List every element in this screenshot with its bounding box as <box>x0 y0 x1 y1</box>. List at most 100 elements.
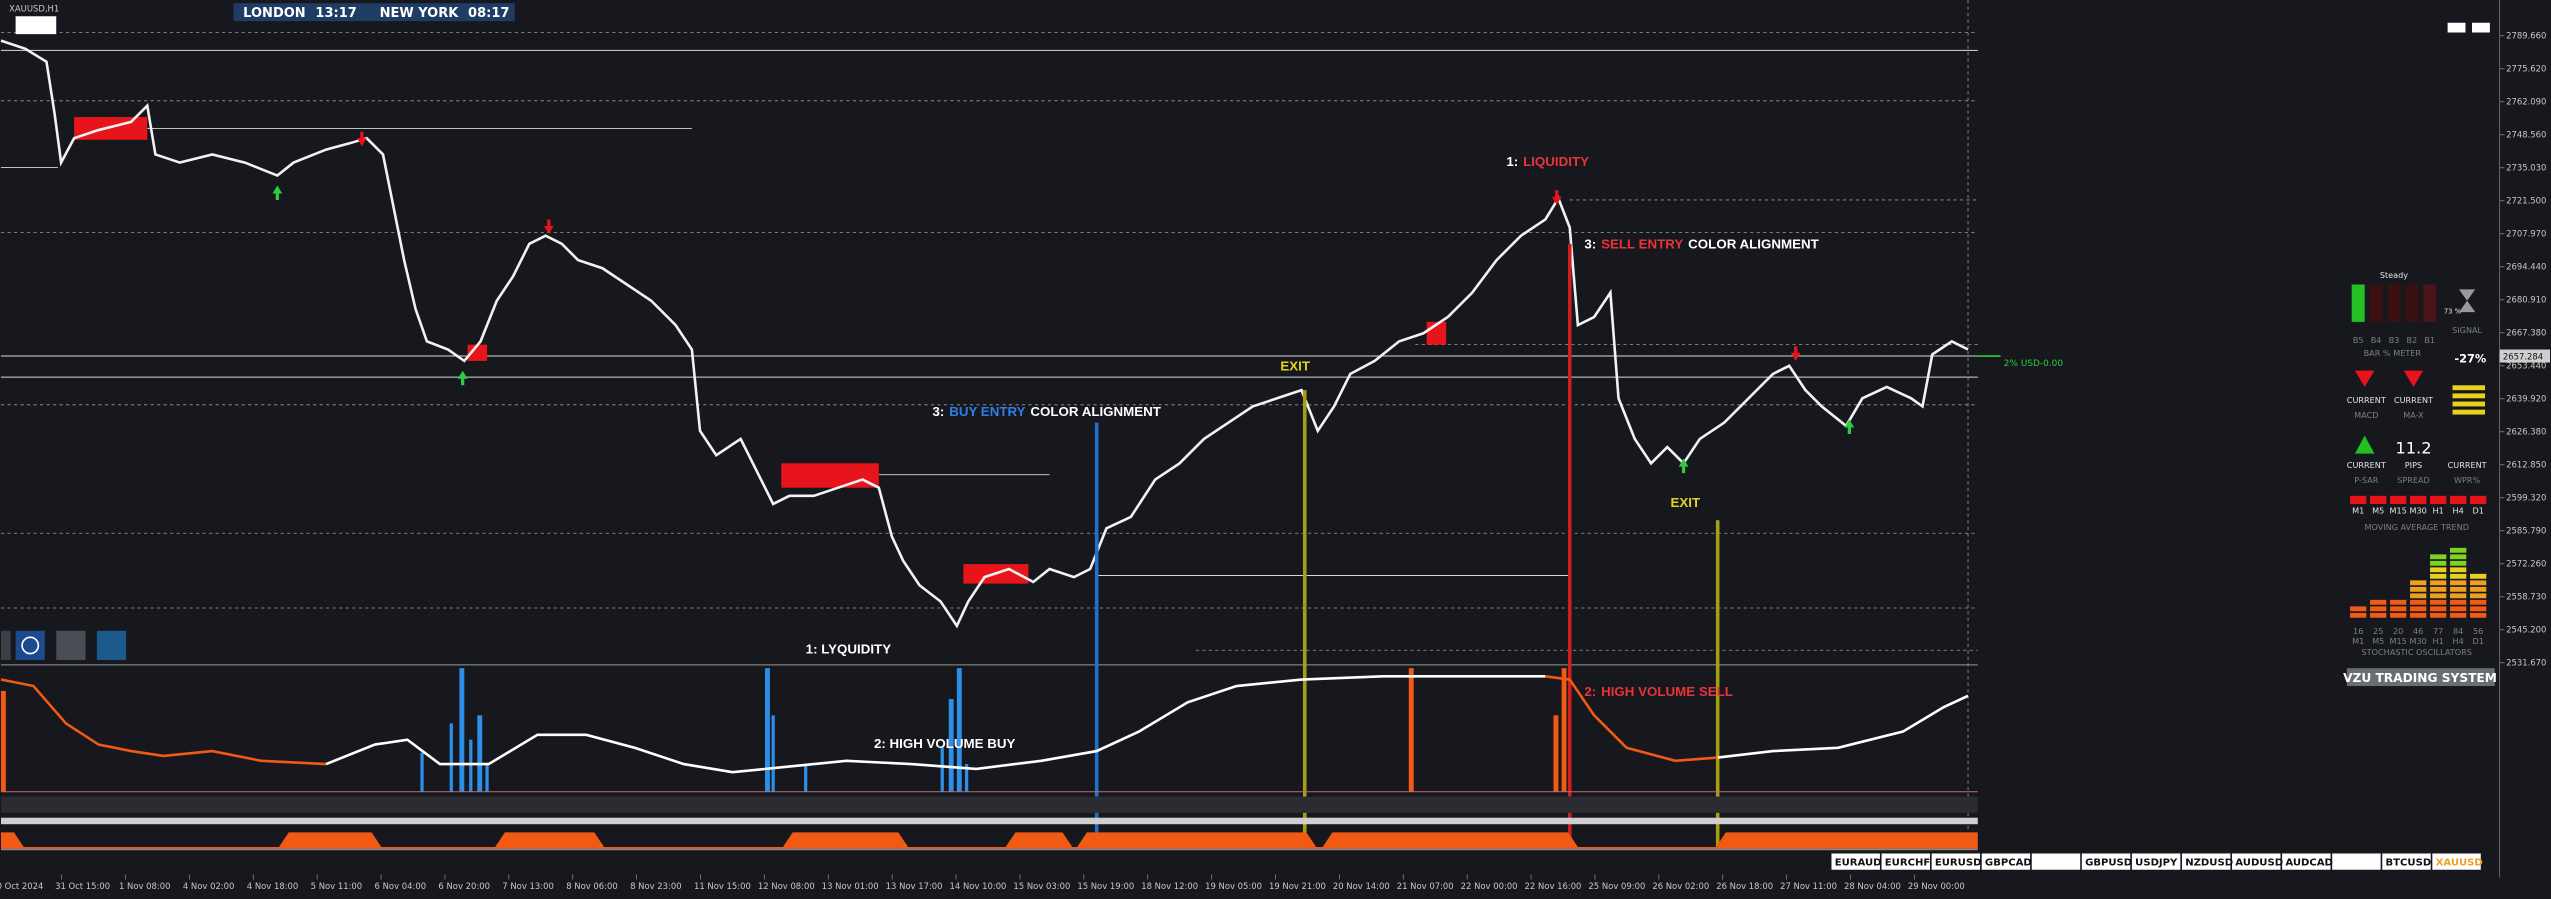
oscillator-buy <box>325 674 1546 774</box>
label: SPREAD <box>2397 475 2430 485</box>
timeframe: M30 <box>2410 636 2427 646</box>
volume-bars <box>0 668 1567 792</box>
label: PIPS <box>2405 460 2422 470</box>
stochastic-segment <box>2370 612 2387 618</box>
stochastic-segment <box>2470 586 2487 592</box>
symbol-tab[interactable] <box>1831 853 1880 870</box>
symbol-label[interactable]: NZDUSD <box>2185 858 2233 869</box>
button[interactable] <box>2447 22 2466 33</box>
ma-trend-cell <box>2470 495 2487 504</box>
bar-label: B4 <box>2371 335 2382 345</box>
timeframe: H1 <box>2433 636 2444 646</box>
symbol-tab[interactable] <box>2081 853 2131 870</box>
price-label: 2775.620 <box>2506 64 2546 74</box>
label: STOCHASTIC OSCILLATORS <box>2362 647 2472 657</box>
price-line <box>0 39 1969 629</box>
price-label: 2721.500 <box>2506 196 2546 206</box>
price-label: 2789.660 <box>2506 31 2546 41</box>
price-label: 2531.670 <box>2506 658 2546 668</box>
stochastic-segment <box>2410 586 2427 592</box>
stochastic-value: 25 <box>2373 626 2383 636</box>
session: LONDON 13:17 NEW YORK 08:17 <box>243 6 509 21</box>
price-label: 2694.440 <box>2506 262 2546 272</box>
bar-label: B3 <box>2389 335 2400 345</box>
stochastic-value: 20 <box>2393 626 2403 636</box>
input-box[interactable] <box>15 16 57 35</box>
stochastic-segment <box>2450 606 2467 612</box>
stochastic-segment <box>2470 593 2487 599</box>
system-box <box>2346 668 2495 687</box>
time-label: 31 Oct 15:00 <box>55 881 110 891</box>
symbol-label[interactable]: GBPUSD <box>2085 858 2132 869</box>
stochastic-segment <box>2430 593 2447 599</box>
stochastic-segment <box>2450 567 2467 573</box>
symbol-title: XAUUSD,H1 <box>9 3 59 13</box>
ma-trend-cell <box>2430 495 2447 504</box>
price-label: 2680.910 <box>2506 295 2546 305</box>
symbol-tab[interactable] <box>2031 853 2081 870</box>
symbol-label[interactable]: AUDUSD <box>2235 858 2283 869</box>
timeframe: M30 <box>2410 506 2427 516</box>
price-label: 2735.030 <box>2506 163 2546 173</box>
stochastic-segment <box>2450 612 2467 618</box>
ma-trend-cell <box>2370 495 2387 504</box>
stochastic-segment <box>2430 567 2447 573</box>
time-label: 15 Nov 03:00 <box>1013 881 1070 891</box>
timeframe: M1 <box>2352 636 2364 646</box>
symbol-label[interactable]: BTCUSD <box>2386 858 2432 869</box>
symbol-tab[interactable] <box>2332 853 2381 870</box>
timeframe: H1 <box>2433 506 2444 516</box>
stochastic-segment <box>2370 606 2387 612</box>
symbol-tab[interactable] <box>1981 853 2031 870</box>
oscillator-buy-2 <box>1717 694 1969 759</box>
symbol-tab[interactable] <box>2382 853 2431 870</box>
time-label: 13 Nov 01:00 <box>822 881 879 891</box>
macd-icon <box>2354 370 2375 387</box>
stochastic-segment <box>2430 554 2447 560</box>
symbol-tab[interactable] <box>1881 853 1930 870</box>
symbol-tab[interactable] <box>2232 853 2281 870</box>
symbol-label[interactable]: GBPCAD <box>1985 858 2032 869</box>
stochastic-segment <box>2430 560 2447 566</box>
label: SIGNAL <box>2452 325 2482 335</box>
label: CURRENT <box>2347 460 2386 470</box>
stochastic-segment <box>2430 612 2447 618</box>
oscillator-sell <box>0 678 327 766</box>
max-icon <box>2403 370 2424 387</box>
time-label: 25 Nov 09:00 <box>1588 881 1645 891</box>
symbol-label[interactable]: EURUSD <box>1935 858 1982 869</box>
symbol-tab[interactable] <box>2282 853 2331 870</box>
time-label: 19 Nov 21:00 <box>1269 881 1326 891</box>
symbol-label[interactable]: AUDCAD <box>2285 858 2333 869</box>
annotation: 2: HIGH VOLUME BUY <box>874 736 1016 751</box>
stochastic-segment <box>2470 612 2487 618</box>
price-label: 2572.260 <box>2506 559 2546 569</box>
price-label: 2762.090 <box>2506 97 2546 107</box>
symbol-label[interactable]: XAUUSD <box>2436 858 2483 869</box>
symbol-label[interactable]: USDJPY <box>2135 858 2178 869</box>
price-label: 2653.440 <box>2506 361 2546 371</box>
stochastic-segment <box>2390 599 2407 605</box>
time-label: 26 Nov 02:00 <box>1652 881 1709 891</box>
time-label: 6 Nov 04:00 <box>375 881 427 891</box>
price-tag <box>2499 349 2551 363</box>
annotation: 3: BUY ENTRY COLOR ALIGNMENT <box>932 404 1160 419</box>
time-label: 11 Nov 15:00 <box>694 881 751 891</box>
time-label: 13 Nov 17:00 <box>886 881 943 891</box>
bar-label: B5 <box>2353 335 2364 345</box>
symbol-tab[interactable] <box>2131 853 2181 870</box>
signal-arrows <box>272 131 1855 474</box>
toolbar[interactable] <box>0 630 127 661</box>
dashed-levels <box>0 0 1978 846</box>
spread-value: 11.2 <box>2395 439 2431 458</box>
symbol-label[interactable]: EURAUD <box>1835 858 1882 869</box>
symbol-tab[interactable] <box>2181 853 2231 870</box>
symbol-label[interactable]: EURCHF <box>1885 858 1931 869</box>
stochastic-segment <box>2410 606 2427 612</box>
button[interactable] <box>2471 22 2490 33</box>
signal-lines <box>1094 243 1720 849</box>
symbol-tab[interactable] <box>2432 853 2481 870</box>
symbol-tab[interactable] <box>1931 853 1981 870</box>
price-label: 2599.320 <box>2506 493 2546 503</box>
bar-meter <box>2351 284 2437 322</box>
